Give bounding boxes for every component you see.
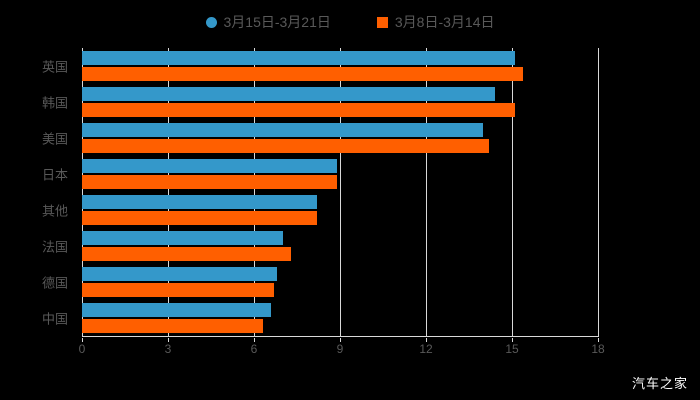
- bar-德国-series-0[interactable]: [82, 267, 277, 281]
- y-axis-label-中国: 中国: [41, 311, 68, 327]
- bar-日本-series-0[interactable]: [82, 159, 338, 173]
- x-axis-ticks: 0 3 6 9 12 15 18: [0, 338, 700, 358]
- bar-rows: [82, 48, 598, 336]
- legend-swatch-square-icon: [376, 16, 388, 28]
- legend-swatch-circle-icon: [205, 16, 217, 28]
- bar-其他-series-1[interactable]: [82, 211, 318, 225]
- watermark: 汽车之家: [631, 376, 688, 391]
- legend-label: 3月8日-3月14日: [394, 14, 495, 30]
- bar-group-日本: [82, 156, 598, 192]
- bar-group-美国: [82, 120, 598, 156]
- x-tick-label-6: 6: [250, 342, 258, 356]
- x-tick-label-3: 3: [164, 342, 172, 356]
- gridline-15: [512, 48, 513, 336]
- bar-法国-series-0[interactable]: [82, 231, 283, 245]
- y-axis-label-韩国: 韩国: [41, 95, 68, 111]
- bar-group-德国: [82, 264, 598, 300]
- y-axis-label-其他: 其他: [41, 203, 68, 219]
- bar-中国-series-0[interactable]: [82, 303, 272, 317]
- bar-其他-series-0[interactable]: [82, 195, 318, 209]
- x-tick-label-18: 18: [591, 342, 605, 356]
- gridline-0: [82, 48, 83, 336]
- bar-美国-series-1[interactable]: [82, 139, 490, 153]
- plot-area: [82, 48, 599, 336]
- bar-group-英国: [82, 48, 598, 84]
- bar-法国-series-1[interactable]: [82, 247, 292, 261]
- gridline-6: [254, 48, 255, 336]
- bar-德国-series-1[interactable]: [82, 283, 275, 297]
- bar-group-法国: [82, 228, 598, 264]
- legend-item-1[interactable]: 3月8日-3月14日: [376, 12, 495, 32]
- bar-日本-series-1[interactable]: [82, 175, 338, 189]
- x-tick-mark-6: [254, 338, 255, 342]
- x-tick-label-12: 12: [419, 342, 433, 356]
- gridline-9: [340, 48, 341, 336]
- legend-item-0[interactable]: 3月15日-3月21日: [205, 12, 331, 32]
- gridline-12: [426, 48, 427, 336]
- x-tick-label-0: 0: [78, 342, 86, 356]
- x-tick-mark-0: [82, 338, 83, 342]
- y-axis-label-英国: 英国: [41, 59, 68, 75]
- chart-legend: 3月15日-3月21日 3月8日-3月14日: [0, 12, 700, 32]
- x-tick-mark-9: [340, 338, 341, 342]
- bar-英国-series-0[interactable]: [82, 51, 515, 65]
- legend-label: 3月15日-3月21日: [223, 14, 331, 30]
- bar-韩国-series-1[interactable]: [82, 103, 515, 117]
- x-tick-label-15: 15: [505, 342, 519, 356]
- x-tick-mark-3: [168, 338, 169, 342]
- x-tick-mark-12: [426, 338, 427, 342]
- x-tick-mark-15: [512, 338, 513, 342]
- bar-group-韩国: [82, 84, 598, 120]
- gridline-3: [168, 48, 169, 336]
- bar-美国-series-0[interactable]: [82, 123, 484, 137]
- gridline-18: [598, 48, 599, 336]
- x-tick-mark-18: [598, 338, 599, 342]
- bar-中国-series-1[interactable]: [82, 319, 263, 333]
- y-axis-labels: 英国韩国美国日本其他法国德国中国: [0, 48, 78, 336]
- x-axis-line: [82, 336, 599, 337]
- bar-group-其他: [82, 192, 598, 228]
- bar-group-中国: [82, 300, 598, 336]
- y-axis-label-法国: 法国: [41, 239, 68, 255]
- y-axis-label-德国: 德国: [41, 275, 68, 291]
- y-axis-label-日本: 日本: [41, 167, 68, 183]
- x-tick-label-9: 9: [336, 342, 344, 356]
- gridlines: [82, 48, 599, 336]
- bar-韩国-series-0[interactable]: [82, 87, 495, 101]
- bar-英国-series-1[interactable]: [82, 67, 524, 81]
- y-axis-label-美国: 美国: [41, 131, 68, 147]
